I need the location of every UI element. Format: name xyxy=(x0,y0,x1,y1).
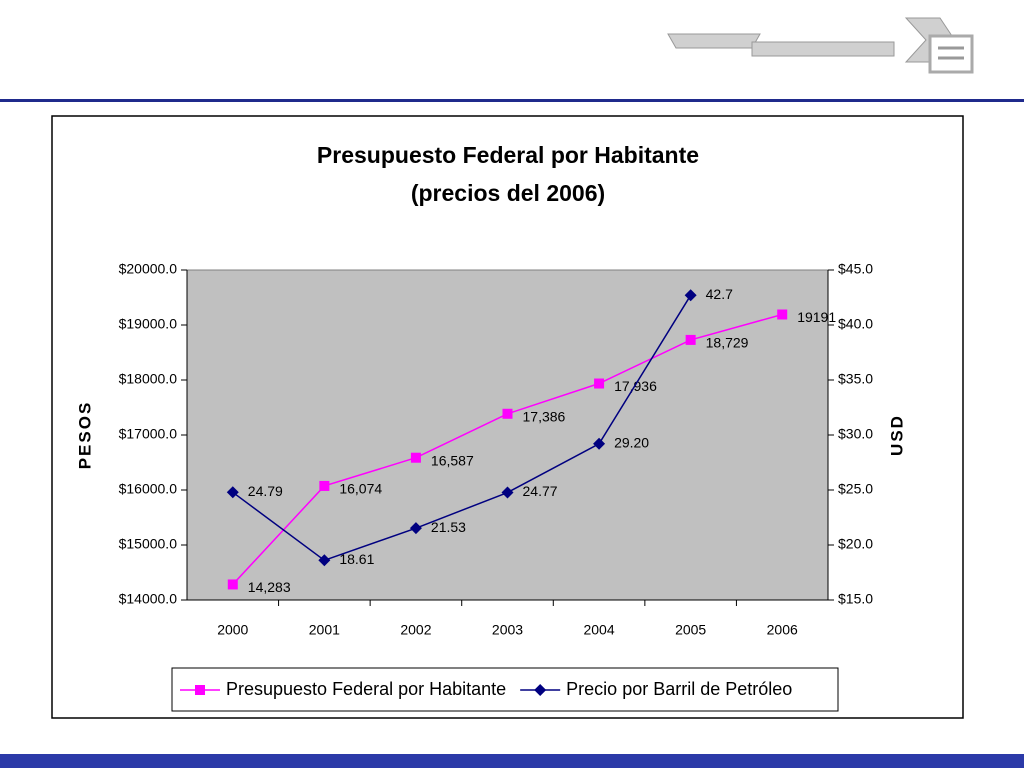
series-marker xyxy=(409,522,422,535)
y2-tick-label: $25.0 xyxy=(838,481,873,497)
x-tick-label: 2002 xyxy=(400,622,431,638)
x-tick-label: 2001 xyxy=(309,622,340,638)
y2-axis-title: USD xyxy=(887,414,906,456)
y2-tick-label: $20.0 xyxy=(838,536,873,552)
series-marker xyxy=(594,378,605,389)
legend-marker xyxy=(195,685,205,695)
y-tick-label: $17000.0 xyxy=(119,426,178,442)
series-marker xyxy=(593,437,606,450)
y2-tick-label: $35.0 xyxy=(838,371,873,387)
series-marker xyxy=(502,408,513,419)
data-label: 16,587 xyxy=(431,452,474,468)
series-marker xyxy=(777,309,788,320)
legend-label: Precio por Barril de Petróleo xyxy=(566,679,792,699)
series-marker xyxy=(318,554,331,567)
x-tick-label: 2003 xyxy=(492,622,523,638)
series-marker xyxy=(319,480,330,491)
data-label: 16,074 xyxy=(339,481,382,497)
data-label: 17,386 xyxy=(523,408,566,424)
legend-label: Presupuesto Federal por Habitante xyxy=(226,679,506,699)
series-marker xyxy=(501,486,514,499)
data-label: 18,729 xyxy=(706,335,749,351)
y-tick-label: $14000.0 xyxy=(119,591,178,607)
legend xyxy=(171,667,839,712)
data-label: 42.7 xyxy=(706,286,733,302)
data-label: 21.53 xyxy=(431,519,466,535)
y-tick-label: $19000.0 xyxy=(119,316,178,332)
legend-marker xyxy=(534,684,547,696)
y2-tick-label: $30.0 xyxy=(838,426,873,442)
plot-area xyxy=(186,269,829,601)
series-marker xyxy=(685,334,696,345)
bottom-bar xyxy=(0,754,1024,768)
chart-title: Presupuesto Federal por Habitante xyxy=(317,142,699,168)
data-label: 18.61 xyxy=(339,551,374,567)
data-label: 14,283 xyxy=(248,579,291,595)
series-marker xyxy=(226,486,239,499)
top-rule xyxy=(0,99,1024,102)
y-tick-label: $16000.0 xyxy=(119,481,178,497)
y2-tick-label: $15.0 xyxy=(838,591,873,607)
logo xyxy=(667,17,974,74)
x-tick-label: 2000 xyxy=(217,622,248,638)
x-tick-label: 2005 xyxy=(675,622,706,638)
series-marker xyxy=(227,579,238,590)
series-marker xyxy=(684,289,697,302)
y-tick-label: $20000.0 xyxy=(119,261,178,277)
data-label: 24.77 xyxy=(523,483,558,499)
y-tick-label: $15000.0 xyxy=(119,536,178,552)
y-axis-title: PESOS xyxy=(75,401,94,470)
y2-tick-label: $45.0 xyxy=(838,261,873,277)
data-label: 19191 xyxy=(797,309,836,325)
chart-subtitle: (precios del 2006) xyxy=(411,180,605,206)
y2-tick-label: $40.0 xyxy=(838,316,873,332)
series-marker xyxy=(410,452,421,463)
x-tick-label: 2006 xyxy=(767,622,798,638)
series-line xyxy=(232,294,692,562)
data-label: 29.20 xyxy=(614,435,649,451)
y-tick-label: $18000.0 xyxy=(119,371,178,387)
data-label: 24.79 xyxy=(248,483,283,499)
x-tick-label: 2004 xyxy=(583,622,614,638)
data-label: 17,936 xyxy=(614,378,657,394)
